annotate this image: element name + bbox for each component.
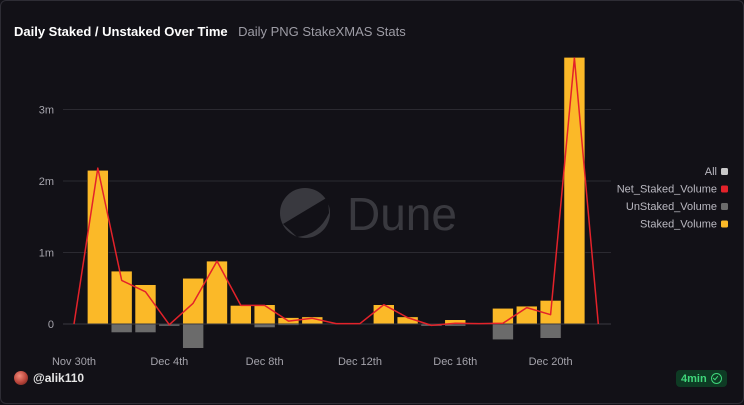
staked-bar [254, 305, 275, 324]
x-tick-label: Nov 30th [52, 356, 96, 368]
y-tick-label: 0 [48, 319, 54, 331]
legend-swatch [721, 221, 728, 228]
x-tick-label: Dec 20th [529, 356, 573, 368]
bars-group [63, 57, 611, 348]
staked-bar [516, 306, 537, 324]
x-tick-label: Dec 8th [246, 356, 284, 368]
legend-swatch [721, 168, 728, 175]
x-axis-ticks: Nov 30th Dec 4th Dec 8th Dec 12th Dec 16th De… [52, 356, 573, 368]
x-tick-label: Dec 4th [150, 356, 188, 368]
unstaked-bar [135, 324, 156, 333]
legend-item[interactable]: Staked_Volume [640, 219, 728, 231]
legend-swatch [721, 186, 728, 193]
legend[interactable]: All Net_Staked_Volume UnStaked_Volume Stake… [617, 166, 728, 231]
staked-bar [135, 285, 156, 324]
staked-bar [492, 308, 513, 324]
watermark-text: Dune [347, 188, 457, 240]
x-tick-label: Dec 12th [338, 356, 382, 368]
author[interactable]: @alik110 [14, 371, 84, 385]
legend-label: Net_Staked_Volume [617, 184, 717, 196]
refresh-badge[interactable]: 4min [676, 370, 727, 387]
y-tick-label: 1m [39, 248, 54, 260]
staked-bar [230, 305, 251, 324]
legend-label: All [705, 166, 717, 178]
unstaked-bar [111, 324, 132, 333]
y-tick-label: 3m [39, 105, 54, 117]
legend-swatch [721, 203, 728, 210]
check-circle-icon [711, 373, 722, 384]
legend-item[interactable]: Net_Staked_Volume [617, 184, 728, 196]
legend-label: UnStaked_Volume [626, 201, 717, 213]
staked-bar [87, 170, 108, 324]
unstaked-bar [492, 324, 513, 340]
unstaked-bar [183, 324, 204, 348]
legend-item[interactable]: UnStaked_Volume [626, 201, 728, 213]
staked-bar [373, 305, 394, 324]
dune-watermark: Dune [280, 188, 457, 240]
unstaked-bar [254, 324, 275, 328]
staked-bar [183, 278, 204, 324]
y-tick-label: 2m [39, 176, 54, 188]
unstaked-bar [540, 324, 561, 338]
staked-bar [564, 57, 585, 324]
username[interactable]: @alik110 [33, 371, 84, 385]
legend-label: Staked_Volume [640, 219, 717, 231]
legend-item[interactable]: All [705, 166, 728, 178]
staked-bar [206, 261, 227, 324]
refresh-time: 4min [681, 373, 707, 385]
x-tick-label: Dec 16th [433, 356, 477, 368]
y-axis-ticks: 0 1m 2m 3m [39, 105, 54, 332]
avatar[interactable] [14, 371, 28, 385]
